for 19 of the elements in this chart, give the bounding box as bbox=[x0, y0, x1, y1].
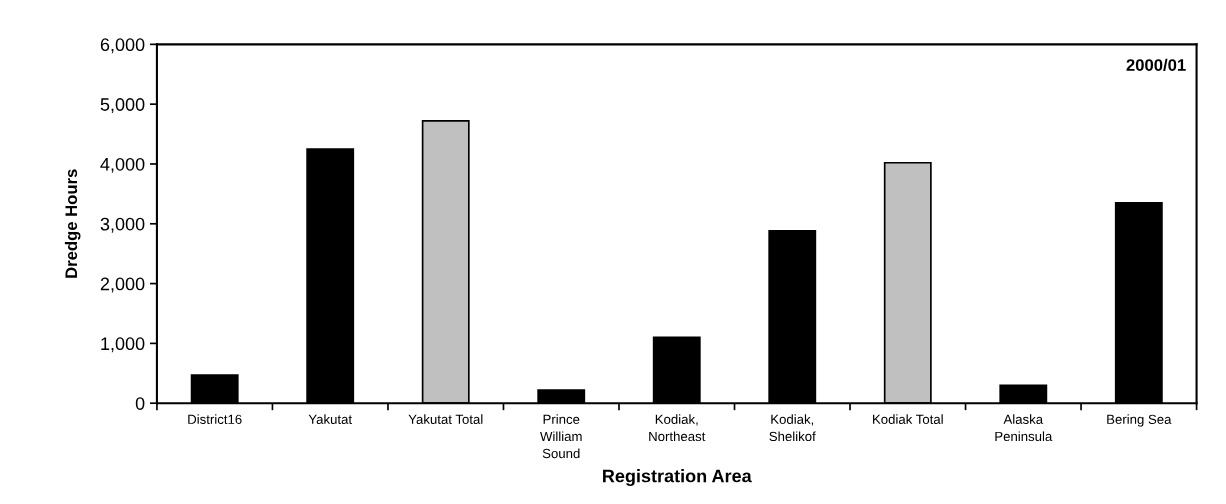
annotation: 2000/01 bbox=[1126, 58, 1186, 72]
x-tick-label: Bering Sea bbox=[1107, 414, 1172, 427]
y-tick-label: 2,000 bbox=[100, 277, 145, 293]
x-axis-title: Registration Area bbox=[603, 469, 752, 487]
y-tick-label: 1,000 bbox=[101, 337, 145, 353]
y-tick-label: 6,000 bbox=[100, 38, 145, 54]
y-tick-label: 5,000 bbox=[100, 98, 145, 114]
x-tick-label: Alaska Peninsula bbox=[995, 414, 1053, 442]
x-tick-label: Yakutat Total bbox=[408, 414, 483, 424]
y-tick-label: 3,000 bbox=[100, 217, 145, 233]
y-tick-label: 4,000 bbox=[100, 157, 145, 173]
y-axis-title: Dredge Hours bbox=[64, 169, 81, 278]
x-tick-label: Kodiak, Northeast bbox=[649, 414, 706, 442]
x-tick-label: Yakutat bbox=[308, 414, 352, 424]
x-tick-label: District16 bbox=[188, 414, 242, 424]
x-tick-label: Prince William Sound bbox=[540, 414, 582, 459]
y-tick-label: 0 bbox=[135, 397, 145, 410]
x-tick-label: Kodiak Total bbox=[873, 414, 943, 424]
x-tick-label: Kodiak, Shelikof bbox=[769, 414, 816, 442]
